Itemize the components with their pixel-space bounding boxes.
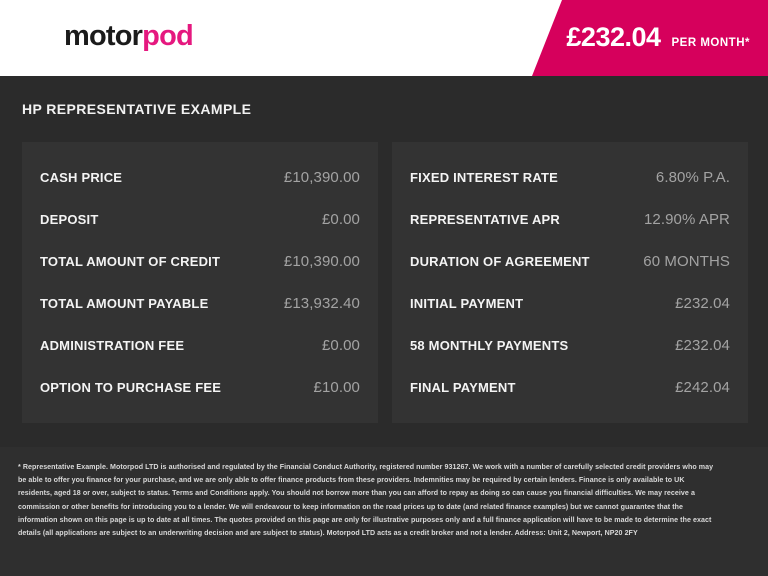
row-label: INITIAL PAYMENT [410, 295, 524, 311]
row-value: £232.04 [675, 336, 730, 354]
row-label: REPRESENTATIVE APR [410, 211, 560, 227]
row-label: 58 MONTHLY PAYMENTS [410, 337, 569, 353]
page-footer: * Representative Example. Motorpod LTD i… [0, 447, 768, 576]
row-label: TOTAL AMOUNT OF CREDIT [40, 253, 221, 269]
row-label: ADMINISTRATION FEE [40, 337, 185, 353]
page-title: HP REPRESENTATIVE EXAMPLE [22, 101, 252, 117]
row-label: FIXED INTEREST RATE [410, 169, 559, 185]
disclaimer-text: * Representative Example. Motorpod LTD i… [18, 463, 714, 538]
finance-details-panels: CASH PRICE £10,390.00 DEPOSIT £0.00 TOTA… [22, 142, 748, 423]
table-row: INITIAL PAYMENT £232.04 [410, 283, 730, 325]
table-row: TOTAL AMOUNT PAYABLE £13,932.40 [40, 283, 360, 325]
table-row: REPRESENTATIVE APR 12.90% APR [410, 199, 730, 241]
logo-text-primary: motor [64, 20, 143, 52]
table-row: OPTION TO PURCHASE FEE £10.00 [40, 367, 360, 409]
row-value: £0.00 [321, 336, 360, 354]
row-label: CASH PRICE [40, 169, 123, 185]
row-value: 6.80% P.A. [655, 168, 730, 186]
row-value: 60 MONTHS [643, 252, 730, 270]
brand-logo[interactable]: motorpod [64, 20, 194, 52]
table-row: TOTAL AMOUNT OF CREDIT £10,390.00 [40, 241, 360, 283]
table-row: FIXED INTEREST RATE 6.80% P.A. [410, 157, 730, 199]
row-value: £232.04 [675, 294, 730, 312]
row-value: £10,390.00 [283, 168, 360, 186]
row-label: TOTAL AMOUNT PAYABLE [40, 295, 209, 311]
table-row: DEPOSIT £0.00 [40, 199, 360, 241]
left-panel: CASH PRICE £10,390.00 DEPOSIT £0.00 TOTA… [22, 142, 378, 423]
page-header: motorpod £232.04 PER MONTH* [0, 0, 768, 76]
price-amount: £232.04 [566, 22, 661, 52]
row-value: £0.00 [321, 210, 360, 228]
table-row: DURATION OF AGREEMENT 60 MONTHS [410, 241, 730, 283]
table-row: 58 MONTHLY PAYMENTS £232.04 [410, 325, 730, 367]
row-label: OPTION TO PURCHASE FEE [40, 379, 222, 395]
row-value: £10,390.00 [283, 252, 360, 270]
row-value: £10.00 [313, 378, 360, 396]
row-value: £242.04 [675, 378, 730, 396]
table-row: ADMINISTRATION FEE £0.00 [40, 325, 360, 367]
row-label: DURATION OF AGREEMENT [410, 253, 590, 269]
row-value: £13,932.40 [283, 294, 360, 312]
right-panel: FIXED INTEREST RATE 6.80% P.A. REPRESENT… [392, 142, 748, 423]
row-label: FINAL PAYMENT [410, 379, 516, 395]
monthly-price: £232.04 PER MONTH* [566, 24, 750, 51]
price-banner [532, 0, 768, 76]
table-row: CASH PRICE £10,390.00 [40, 157, 360, 199]
row-label: DEPOSIT [40, 211, 99, 227]
logo-text-secondary: pod [142, 20, 194, 52]
table-row: FINAL PAYMENT £242.04 [410, 367, 730, 409]
row-value: 12.90% APR [643, 210, 730, 228]
price-period-label: PER MONTH* [671, 37, 750, 49]
